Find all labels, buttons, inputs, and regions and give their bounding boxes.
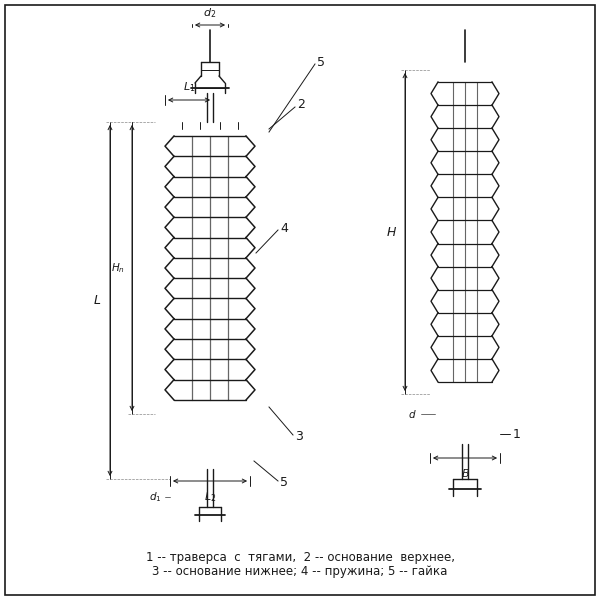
Bar — [430, 394, 500, 444]
Bar — [458, 60, 472, 70]
Text: 5: 5 — [280, 476, 288, 490]
Text: 1 -- траверса  с  тягами,  2 -- основание  верхнее,: 1 -- траверса с тягами, 2 -- основание в… — [146, 551, 455, 565]
Bar — [155, 122, 265, 136]
Bar — [500, 70, 505, 82]
Text: 2: 2 — [297, 98, 305, 112]
Circle shape — [205, 421, 215, 431]
Text: $d_1$: $d_1$ — [149, 490, 162, 504]
Text: 5: 5 — [317, 55, 325, 68]
Text: $d_2$: $d_2$ — [203, 6, 217, 20]
Bar — [435, 394, 495, 444]
Text: $B$: $B$ — [461, 467, 469, 479]
Bar — [170, 414, 250, 469]
Text: $L$: $L$ — [93, 294, 101, 307]
Bar — [430, 382, 500, 394]
Text: $L_2$: $L_2$ — [204, 490, 216, 504]
Bar — [155, 400, 265, 414]
Circle shape — [217, 121, 223, 128]
Text: 3: 3 — [295, 431, 303, 443]
Bar — [155, 400, 265, 414]
Text: 1: 1 — [513, 427, 521, 440]
Circle shape — [197, 121, 203, 128]
Text: $H$: $H$ — [386, 226, 397, 238]
Text: $d$: $d$ — [409, 408, 417, 420]
Circle shape — [206, 455, 214, 463]
Bar — [155, 122, 265, 136]
Circle shape — [235, 121, 241, 128]
Text: $L_1$: $L_1$ — [183, 80, 195, 94]
Bar — [425, 70, 430, 82]
Bar — [500, 382, 505, 394]
Text: 4: 4 — [280, 221, 288, 235]
Circle shape — [179, 121, 185, 128]
Text: 3 -- основание нижнее; 4 -- пружина; 5 -- гайка: 3 -- основание нижнее; 4 -- пружина; 5 -… — [152, 565, 448, 578]
Bar — [425, 382, 430, 394]
Circle shape — [460, 401, 470, 411]
Bar — [430, 70, 500, 82]
Bar — [460, 56, 470, 62]
Text: $H_n$: $H_n$ — [111, 261, 125, 275]
